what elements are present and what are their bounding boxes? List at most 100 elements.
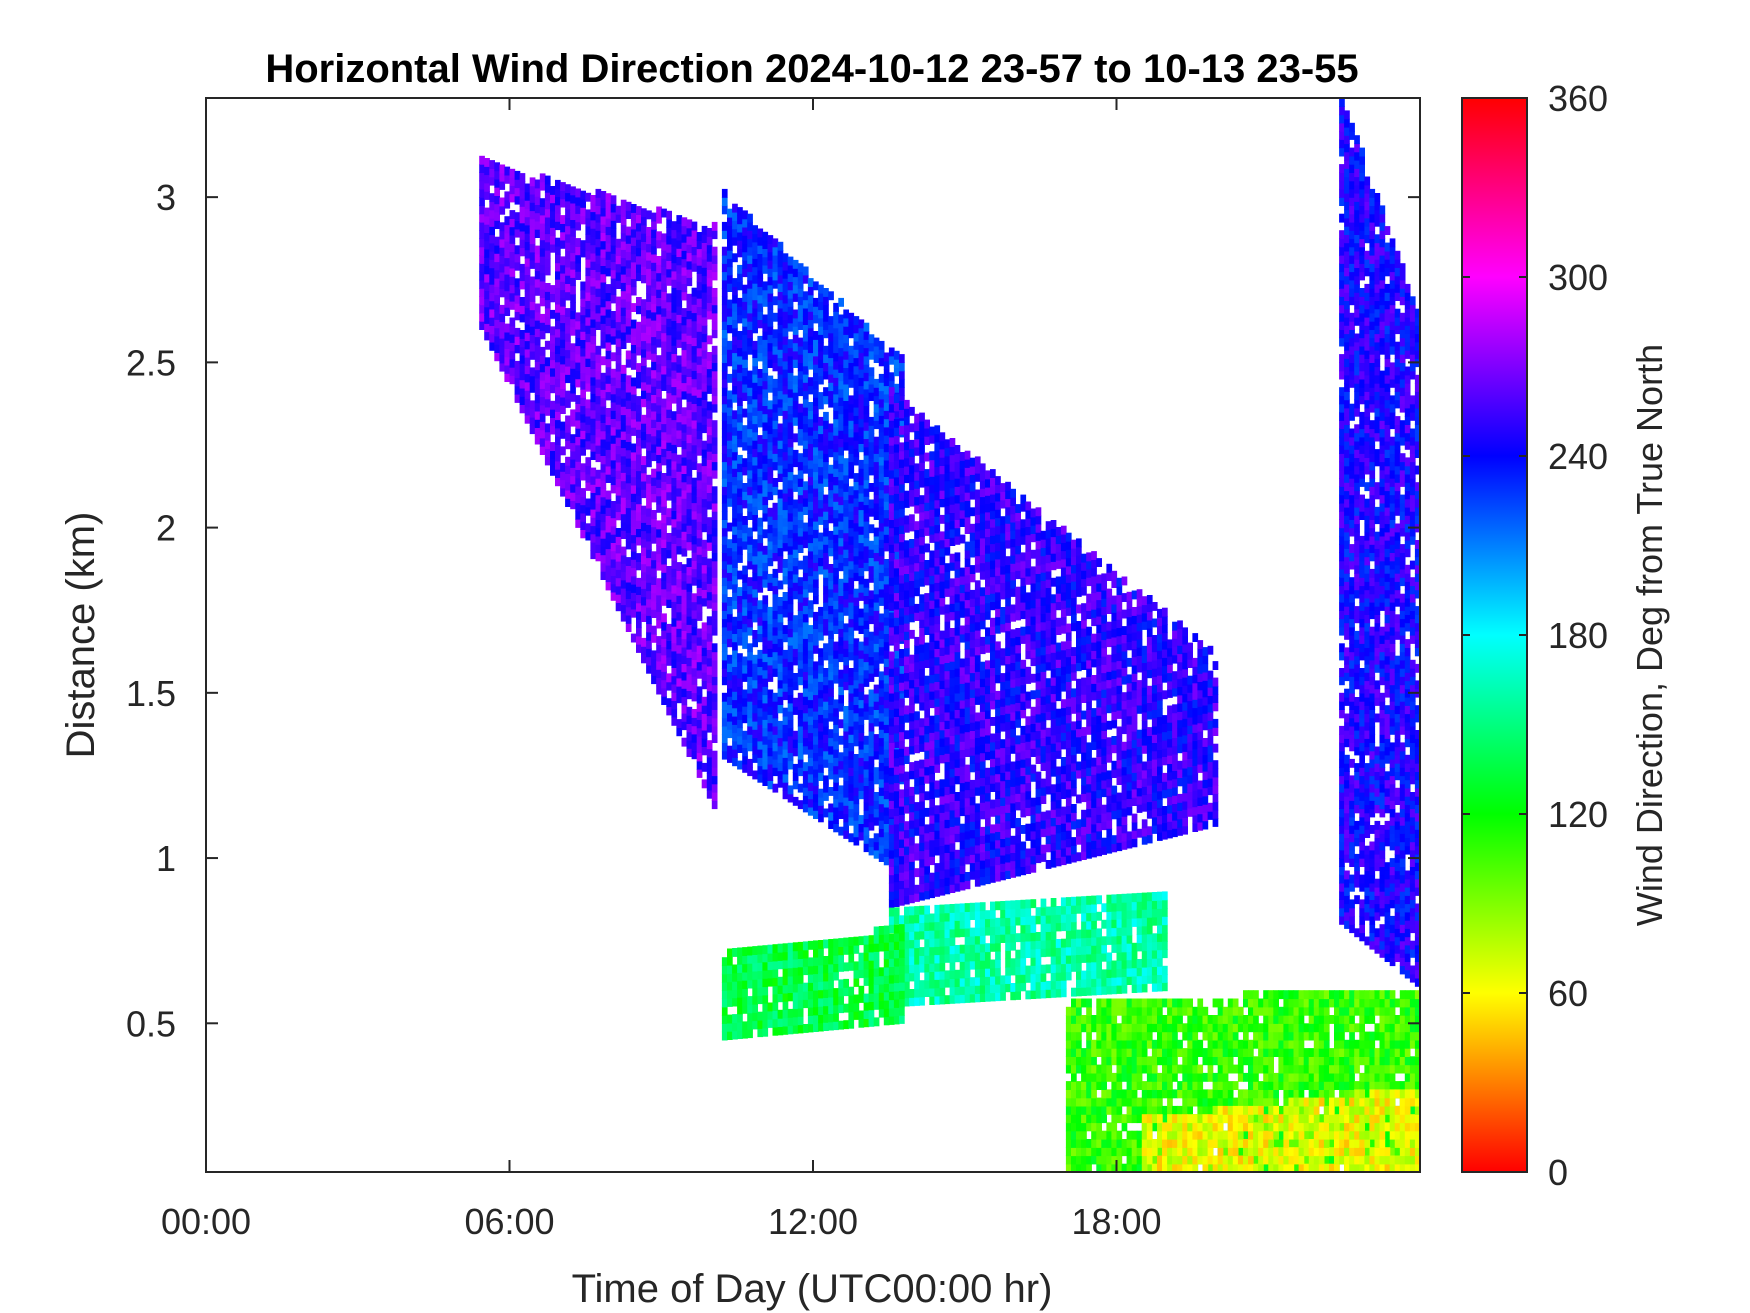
heatmap-cell <box>721 651 728 661</box>
heatmap-cell <box>828 506 834 515</box>
heatmap-cell <box>934 689 941 699</box>
heatmap-cell <box>974 762 981 771</box>
heatmap-cell <box>919 701 925 711</box>
heatmap-cell <box>904 689 910 698</box>
heatmap-cell <box>954 568 961 578</box>
heatmap-cell <box>590 211 597 221</box>
heatmap-cell <box>661 580 667 590</box>
heatmap-cell <box>651 386 657 395</box>
heatmap-cell <box>828 349 834 359</box>
heatmap-cell <box>929 591 935 601</box>
heatmap-cell <box>646 317 652 327</box>
heatmap-cell <box>686 558 693 567</box>
heatmap-cell <box>904 614 910 624</box>
heatmap-cell <box>646 334 652 344</box>
heatmap-cell <box>767 483 774 492</box>
heatmap-cell <box>974 786 981 796</box>
heatmap-cell <box>747 428 753 438</box>
heatmap-cell <box>479 188 485 198</box>
heatmap-cell <box>721 552 728 562</box>
heatmap-cell <box>944 521 951 531</box>
heatmap-cell <box>888 701 895 710</box>
heatmap-cell <box>863 454 870 464</box>
heatmap-cell <box>969 738 976 748</box>
heatmap-cell <box>661 630 667 639</box>
heatmap-cell <box>721 502 728 512</box>
heatmap-cell <box>661 555 667 565</box>
heatmap-cell <box>752 440 758 449</box>
heatmap-cell <box>570 194 576 204</box>
heatmap-cell <box>681 250 688 260</box>
heatmap-cell <box>787 686 794 696</box>
heatmap-cell <box>671 386 678 396</box>
heatmap-cell <box>853 497 860 507</box>
heatmap-cell <box>888 849 895 859</box>
heatmap-cell <box>494 170 500 180</box>
heatmap-cell <box>550 367 556 377</box>
heatmap-cell <box>878 390 885 400</box>
heatmap-cell <box>848 783 855 793</box>
heatmap-cell <box>636 346 642 356</box>
heatmap-cell <box>883 501 890 511</box>
heatmap-cell <box>590 525 597 535</box>
heatmap-cell <box>777 382 784 392</box>
heatmap-cell <box>833 525 839 535</box>
heatmap-cell <box>838 669 844 679</box>
heatmap-cell <box>646 243 652 253</box>
heatmap-cell <box>555 411 561 421</box>
heatmap-cell <box>924 617 930 627</box>
heatmap-cell <box>721 221 728 231</box>
heatmap-cell <box>863 661 870 671</box>
heatmap-cell <box>904 680 910 690</box>
heatmap-cell <box>964 640 971 650</box>
heatmap-cell <box>721 345 728 355</box>
heatmap-cell <box>818 301 824 311</box>
heatmap-cell <box>883 765 890 775</box>
heatmap-cell <box>777 778 784 788</box>
heatmap-cell <box>782 740 789 750</box>
heatmap-cell <box>671 576 678 586</box>
heatmap-cell <box>818 739 824 748</box>
heatmap-cell <box>772 296 779 306</box>
heatmap-cell <box>883 567 890 577</box>
heatmap-cell <box>560 388 566 398</box>
heatmap-cell <box>534 328 541 338</box>
heatmap-cell <box>555 403 561 412</box>
heatmap-cell <box>742 392 748 401</box>
heatmap-cell <box>904 457 910 467</box>
heatmap-cell <box>838 364 844 373</box>
heatmap-cell <box>509 218 516 228</box>
heatmap-cell <box>858 732 865 742</box>
heatmap-cell <box>858 385 865 395</box>
heatmap-cell <box>666 384 672 394</box>
heatmap-cell <box>782 369 789 378</box>
heatmap-cell <box>762 322 769 332</box>
heatmap-cell <box>646 499 652 509</box>
heatmap-cell <box>605 441 612 450</box>
heatmap-cell <box>899 549 905 559</box>
heatmap-cell <box>570 475 576 485</box>
heatmap-cell <box>696 694 703 704</box>
heatmap-cell <box>762 231 769 241</box>
heatmap-cell <box>878 853 885 862</box>
heatmap-cell <box>636 263 642 273</box>
heatmap-cell <box>893 716 900 726</box>
heatmap-cell <box>772 255 779 264</box>
heatmap-cell <box>534 179 541 189</box>
heatmap-cell <box>964 516 971 526</box>
heatmap-cell <box>747 469 753 479</box>
heatmap-cell <box>676 628 683 638</box>
heatmap-cell <box>580 504 586 514</box>
heatmap-cell <box>666 508 672 518</box>
heatmap-cell <box>833 426 839 436</box>
heatmap-cell <box>565 258 571 268</box>
heatmap-cell <box>969 705 976 715</box>
heatmap-cell <box>909 629 915 639</box>
heatmap-cell <box>777 506 784 515</box>
heatmap-cell <box>813 587 819 596</box>
heatmap-cell <box>904 515 910 525</box>
heatmap-cell <box>899 756 905 766</box>
heatmap-cell <box>883 352 890 362</box>
heatmap-cell <box>630 410 637 420</box>
heatmap-cell <box>732 682 738 692</box>
